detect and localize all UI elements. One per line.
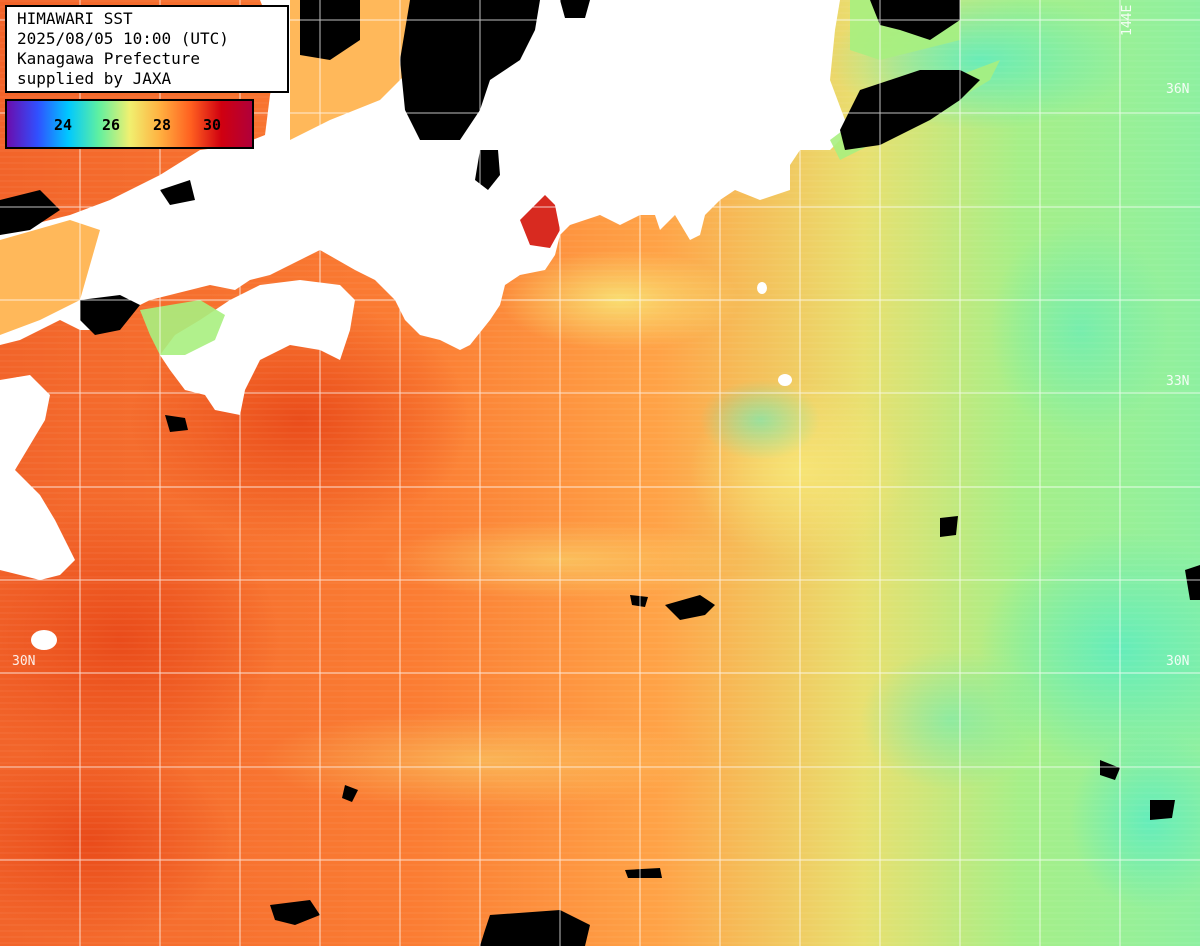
lat-label-30n-left: 30N — [12, 654, 36, 669]
temperature-legend: 24 26 28 30 — [5, 99, 254, 149]
region-label: Kanagawa Prefecture — [17, 49, 201, 68]
lon-label-144e: 144E — [1120, 4, 1135, 36]
product-title: HIMAWARI SST — [17, 9, 133, 28]
land — [0, 0, 845, 650]
legend-tick-24: 24 — [53, 116, 73, 134]
legend-color-bar — [7, 101, 252, 147]
legend-tick-26: 26 — [101, 116, 121, 134]
warm-bay — [520, 195, 560, 248]
lat-label-33n: 33N — [1166, 374, 1190, 389]
legend-tick-30: 30 — [202, 116, 222, 134]
credit-label: supplied by JAXA — [17, 69, 172, 88]
legend-tick-28: 28 — [152, 116, 172, 134]
timestamp: 2025/08/05 10:00 (UTC) — [17, 29, 229, 48]
lat-label-30n-right: 30N — [1166, 654, 1190, 669]
info-box: HIMAWARI SST 2025/08/05 10:00 (UTC) Kana… — [5, 5, 289, 93]
lat-label-36n: 36N — [1166, 82, 1190, 97]
